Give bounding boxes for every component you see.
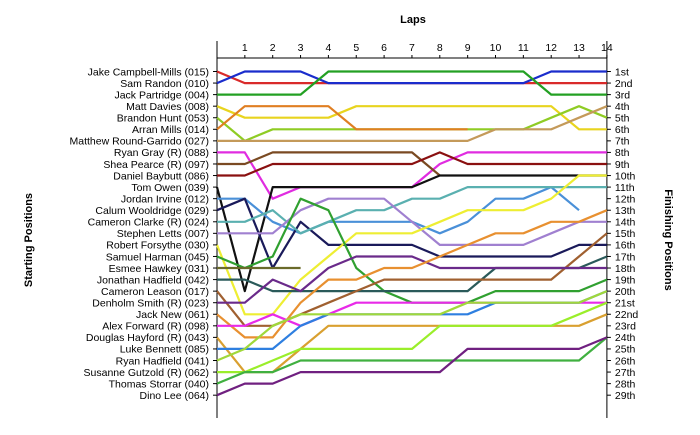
series-line-4	[216, 105, 607, 131]
chart-title: Laps	[400, 14, 426, 26]
finishing-position-label: 24th	[615, 332, 636, 344]
finishing-position-label: 11th	[615, 182, 635, 194]
series-line-11	[215, 174, 607, 293]
finishing-position-label: 2nd	[615, 78, 633, 90]
starting-position-label: Jack New (061)	[136, 309, 209, 321]
x-tick-label: 13	[573, 42, 585, 54]
starting-position-label: Cameron Clarke (R) (024)	[88, 217, 209, 229]
starting-position-labels: Jake Campbell-Mills (015)Sam Randon (010…	[70, 66, 217, 402]
finishing-position-label: 25th	[615, 344, 636, 356]
left-axis-title: Starting Positions	[23, 193, 35, 287]
series-line-2	[216, 70, 607, 85]
finishing-position-label: 4th	[615, 101, 630, 113]
series-line-10	[217, 151, 607, 177]
finishing-position-label: 26th	[615, 355, 636, 367]
starting-position-label: Jake Campbell-Mills (015)	[88, 66, 209, 78]
x-tick-label: 5	[353, 42, 359, 54]
starting-position-label: Thomas Storrar (040)	[109, 378, 209, 390]
starting-position-label: Jonathan Hadfield (042)	[97, 274, 209, 286]
finishing-position-label: 15th	[615, 228, 636, 240]
finishing-position-label: 5th	[615, 113, 630, 125]
starting-position-label: Esmee Hawkey (031)	[109, 263, 209, 275]
starting-position-label: Sam Randon (010)	[120, 78, 209, 90]
finishing-position-label: 21st	[615, 298, 635, 310]
starting-position-label: Cameron Leason (017)	[101, 286, 209, 298]
starting-position-label: Jack Partridge (004)	[114, 89, 209, 101]
finishing-position-label: 14th	[615, 217, 636, 229]
starting-position-label: Stephen Letts (007)	[117, 228, 209, 240]
starting-position-label: Robert Forsythe (030)	[106, 240, 209, 252]
starting-position-label: Alex Forward (R) (098)	[102, 321, 209, 333]
series-line-29	[216, 336, 608, 397]
starting-position-label: Daniel Baybutt (086)	[113, 170, 209, 182]
x-tick-label: 2	[270, 42, 276, 54]
series-line-22	[216, 209, 608, 339]
x-tick-labels: 1 2 3 4 5 6 7 8 9 10 11 12 13 14	[242, 42, 613, 58]
x-tick-label: 4	[325, 42, 331, 54]
finishing-position-label: 3rd	[615, 89, 630, 101]
series-line-9	[217, 151, 441, 177]
finishing-position-label: 22nd	[615, 309, 639, 321]
x-tick-label: 1	[242, 42, 248, 54]
x-tick-label: 7	[409, 42, 415, 54]
finishing-position-label: 6th	[615, 124, 630, 136]
starting-position-label: Luke Bennett (085)	[120, 344, 209, 356]
finishing-position-label: 12th	[615, 193, 636, 205]
finishing-position-label: 1st	[615, 66, 629, 78]
x-tick-label: 6	[381, 42, 387, 54]
finishing-position-label: 20th	[615, 286, 636, 298]
starting-position-label: Shea Pearce (R) (097)	[103, 159, 209, 171]
finishing-position-label: 16th	[615, 240, 636, 252]
starting-position-label: Denholm Smith (R) (023)	[92, 298, 209, 310]
finishing-position-label: 13th	[615, 205, 636, 217]
series-line-12	[217, 186, 580, 235]
starting-position-label: Ryan Hadfield (041)	[116, 355, 209, 367]
starting-position-label: Tom Owen (039)	[131, 182, 209, 194]
starting-position-label: Susanne Gutzold (R) (062)	[84, 367, 209, 379]
series-line-6	[216, 105, 468, 131]
finishing-position-label: 19th	[615, 274, 636, 286]
starting-position-label: Ryan Gray (R) (088)	[114, 147, 209, 159]
series-line-16	[215, 174, 607, 316]
starting-position-label: Brandon Hunt (053)	[117, 113, 209, 125]
series-line-28	[216, 336, 608, 385]
series-line-7	[217, 105, 608, 142]
x-tick-label: 3	[298, 42, 304, 54]
series-line-15	[217, 197, 607, 246]
x-tick-label: 12	[545, 42, 557, 54]
x-tick-label: 10	[490, 42, 502, 54]
starting-position-label: Matt Davies (008)	[126, 101, 209, 113]
starting-position-label: Arran Mills (014)	[132, 124, 209, 136]
finishing-position-label: 18th	[615, 263, 636, 275]
series-line-13	[216, 197, 607, 270]
finishing-position-label: 7th	[615, 136, 630, 148]
starting-position-label: Dino Lee (064)	[140, 390, 209, 402]
x-tick-label: 8	[437, 42, 443, 54]
series-lines	[215, 70, 608, 397]
finishing-position-label: 9th	[615, 159, 630, 171]
series-line-26	[216, 290, 608, 362]
finishing-position-label: 23rd	[615, 321, 636, 333]
starting-position-label: Jordan Irvine (012)	[121, 193, 209, 205]
finishing-position-label: 27th	[615, 367, 636, 379]
starting-position-label: Matthew Round-Garrido (027)	[70, 136, 209, 148]
series-line-21	[217, 255, 607, 304]
finishing-position-label: 28th	[615, 378, 636, 390]
series-line-27	[217, 301, 608, 374]
x-tick-label: 9	[465, 42, 471, 54]
right-axis-title: Finishing Positions	[662, 189, 674, 290]
finishing-position-label: 8th	[615, 147, 630, 159]
finishing-position-labels: 1st2nd3rd4th5th6th7th8th9th10th11th12th1…	[606, 66, 639, 402]
starting-position-label: Douglas Hayford (R) (043)	[86, 332, 209, 344]
series-line-14	[217, 186, 607, 235]
x-tick-label: 14	[601, 42, 613, 54]
series-line-3	[217, 70, 607, 96]
starting-position-label: Calum Wooldridge (029)	[95, 205, 209, 217]
finishing-position-label: 17th	[615, 251, 636, 263]
finishing-position-label: 10th	[615, 170, 636, 182]
x-tick-label: 11	[518, 42, 529, 54]
starting-position-label: Samuel Harman (045)	[106, 251, 209, 263]
finishing-position-label: 29th	[615, 390, 636, 402]
